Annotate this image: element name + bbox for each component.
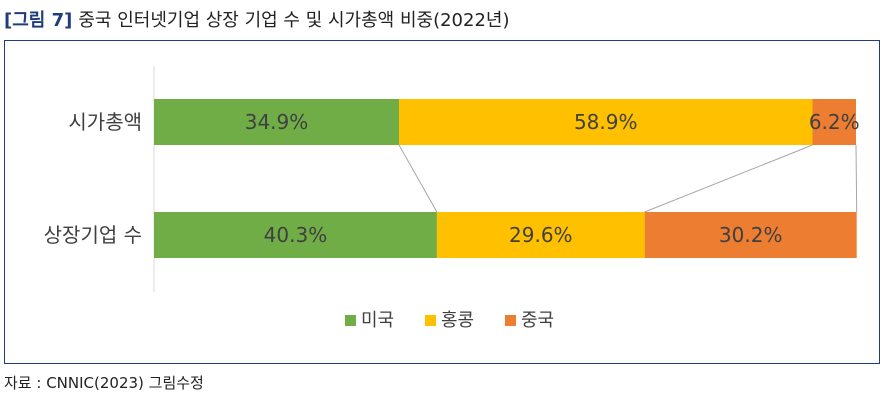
bar-segment-중국 — [812, 99, 856, 145]
figure-label: [그림 7] — [4, 10, 73, 31]
stacked-bar-chart: 34.9% 58.9% 6.2% 시가총액 40.3% 29.6% 30.2% 상장기업 수미… — [44, 66, 860, 331]
category-label: 시가총액 — [68, 110, 142, 134]
bar-segment-미국 — [154, 212, 437, 258]
legend-label: 중국 — [521, 310, 554, 331]
bar-segment-홍콩 — [436, 212, 645, 258]
legend-swatch — [505, 315, 516, 326]
legend-swatch — [425, 315, 436, 326]
series-line — [644, 144, 813, 213]
figure-title: [그림 7] 중국 인터넷기업 상장 기업 수 및 시가총액 비중(2022년) — [4, 6, 509, 32]
series-line — [398, 144, 438, 213]
bar-segment-홍콩 — [398, 99, 813, 145]
figure-title-text: 중국 인터넷기업 상장 기업 수 및 시가총액 비중(2022년) — [78, 10, 510, 31]
legend-swatch — [345, 315, 356, 326]
legend-label: 홍콩 — [441, 310, 474, 331]
category-label: 상장기업 수 — [44, 223, 142, 247]
legend-label: 미국 — [361, 310, 394, 331]
bar-segment-중국 — [644, 212, 857, 258]
data-label: 40.3% — [264, 223, 328, 247]
data-label: 58.9% — [574, 110, 638, 134]
data-label: 34.9% — [245, 110, 309, 134]
data-label: 29.6% — [509, 223, 573, 247]
bar-segment-미국 — [154, 99, 399, 145]
data-label: 30.2% — [719, 223, 783, 247]
series-line — [855, 144, 858, 213]
source-note: 자료 : CNNIC(2023) 그림수정 — [4, 374, 204, 392]
data-label: 6.2% — [809, 110, 860, 134]
